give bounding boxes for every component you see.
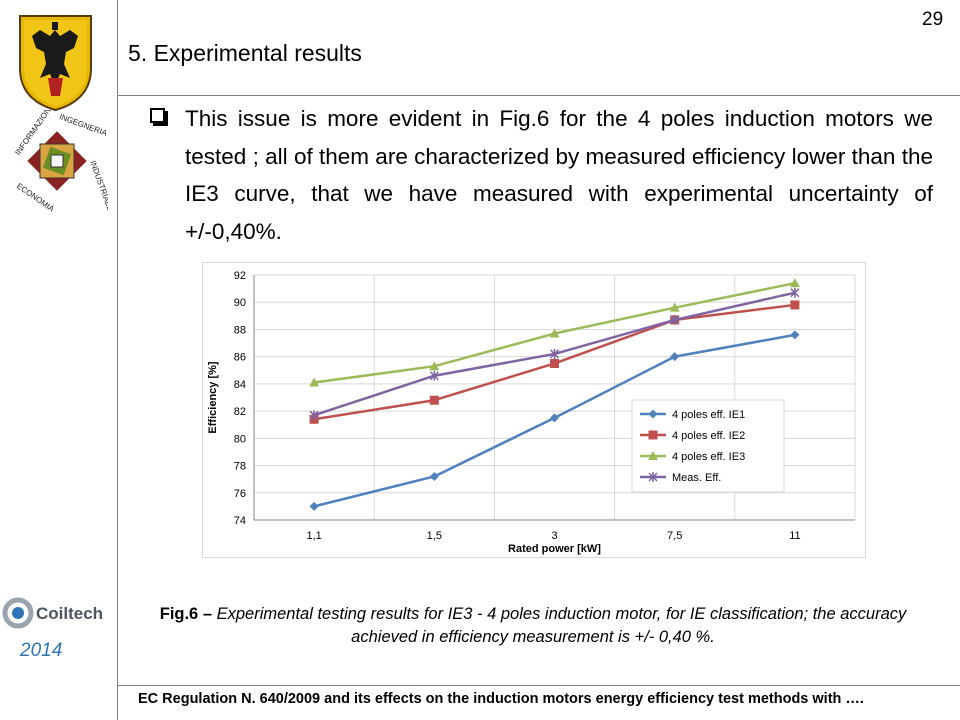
legend-label: Meas. Eff. (672, 472, 721, 484)
data-point (670, 352, 680, 362)
bullet-text: This issue is more evident in Fig.6 for … (185, 106, 933, 244)
x-tick-label: 7,5 (667, 530, 682, 542)
y-tick-label: 90 (234, 297, 246, 309)
y-tick-label: 86 (234, 352, 246, 364)
legend-item: 4 poles eff. IE3 (640, 451, 745, 463)
x-axis-label: Rated power [kW] (508, 543, 601, 555)
y-tick-label: 84 (234, 379, 246, 391)
data-point (429, 395, 439, 405)
data-point (789, 278, 800, 288)
data-point (550, 413, 559, 423)
department-ingegneria-logo: INFORMAZIONE INGEGNERIA ECONOMIA INDUSTR… (13, 110, 108, 212)
data-point (550, 358, 559, 368)
data-point (669, 302, 680, 312)
caption-text: Experimental testing results for IE3 - 4… (216, 605, 907, 646)
y-tick-label: 92 (234, 270, 246, 282)
y-tick-label: 76 (234, 488, 246, 500)
bullet-marker (150, 106, 165, 129)
legend-marker (648, 430, 658, 440)
left-divider (117, 0, 118, 720)
footer-text: EC Regulation N. 640/2009 and its effect… (138, 691, 864, 707)
legend-marker (648, 451, 658, 460)
data-point (429, 370, 439, 381)
legend-label: 4 poles eff. IE2 (672, 430, 745, 442)
y-tick-label: 74 (234, 515, 246, 527)
legend-label: 4 poles eff. IE3 (672, 451, 745, 463)
data-point (549, 328, 560, 338)
logo-word-economia: ECONOMIA (15, 181, 56, 212)
coiltech-logo-text: Coiltech (36, 604, 103, 623)
legend-marker (648, 472, 658, 482)
data-point (309, 377, 320, 387)
x-tick-label: 1,5 (427, 530, 442, 542)
footer-divider (117, 685, 960, 686)
checkbox-bullet-icon (150, 108, 165, 123)
legend-item: 4 poles eff. IE1 (640, 409, 745, 421)
y-axis-label: Efficiency [%] (207, 361, 219, 433)
logo-word-ingegneria: INGEGNERIA (58, 112, 108, 138)
series-3 (309, 278, 800, 387)
title-divider (117, 95, 960, 96)
logo-word-industriale: INDUSTRIALE (88, 159, 108, 212)
data-point (790, 300, 800, 310)
data-point (790, 330, 800, 340)
y-tick-label: 80 (234, 433, 246, 445)
slide-title: 5. Experimental results (128, 40, 362, 66)
data-point (309, 501, 319, 511)
data-point (670, 314, 680, 325)
year-label: 2014 (20, 640, 63, 661)
x-tick-label: 3 (551, 530, 557, 542)
series-1 (309, 330, 800, 511)
data-point (790, 287, 800, 298)
university-eagle-logo (19, 15, 92, 112)
legend-item: 4 poles eff. IE2 (640, 430, 745, 442)
figure-caption: Fig.6 – Experimental testing results for… (148, 603, 918, 649)
x-tick-label: 11 (789, 530, 800, 542)
y-tick-label: 78 (234, 461, 246, 473)
legend-marker (648, 409, 658, 419)
series-4 (309, 287, 800, 421)
data-point (429, 471, 439, 481)
y-tick-label: 88 (234, 324, 246, 336)
data-point (429, 361, 440, 371)
legend-item: Meas. Eff. (640, 472, 721, 484)
coiltech-logo: Coiltech (2, 597, 103, 629)
y-tick-label: 82 (234, 406, 246, 418)
legend-label: 4 poles eff. IE1 (672, 409, 745, 421)
data-point (309, 410, 319, 421)
data-point (549, 348, 560, 359)
page-number: 29 (922, 9, 944, 30)
x-tick-label: 1,1 (306, 530, 321, 542)
efficiency-chart: 74 76 78 80 82 84 86 88 90 92 1,1 1,5 3 7,5 11 4 pole… (202, 262, 866, 558)
caption-lead: Fig.6 – (159, 605, 217, 623)
